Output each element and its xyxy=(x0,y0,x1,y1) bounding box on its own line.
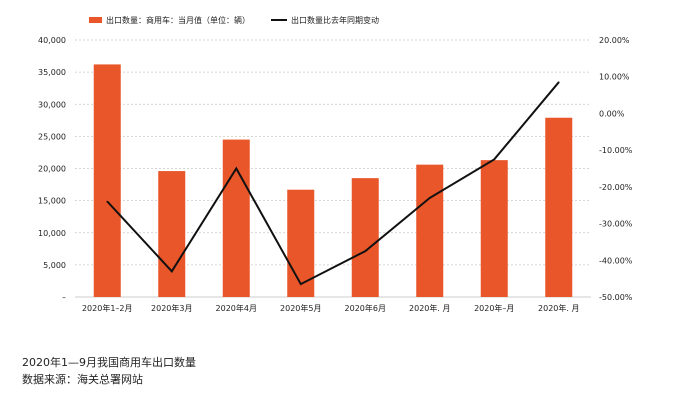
line-point xyxy=(170,270,173,273)
legend-line-label: 出口数量比去年同期变动 xyxy=(291,15,379,25)
legend: 出口数量：商用车：当月值（单位：辆） 出口数量比去年同期变动 xyxy=(89,15,379,25)
left-tick-label: 40,000 xyxy=(38,36,66,45)
chart: 出口数量：商用车：当月值（单位：辆） 出口数量比去年同期变动 – 5,000 10,… xyxy=(38,15,633,313)
right-tick-label: 10.00% xyxy=(599,73,630,82)
left-tick-label: – xyxy=(62,293,66,302)
x-tick-label: 2020年. 月 xyxy=(538,303,579,313)
bar xyxy=(416,164,444,297)
x-tick-label: 2020年–月 xyxy=(474,303,514,313)
left-tick-label: 25,000 xyxy=(38,132,66,141)
line-point xyxy=(428,197,431,199)
right-tick-label: -20.00% xyxy=(599,183,633,192)
chart-caption-source: 数据来源：海关总署网站 xyxy=(22,373,143,386)
bar xyxy=(158,171,186,297)
x-tick-label: 2020年4月 xyxy=(216,303,257,313)
line-point xyxy=(106,200,109,203)
x-tick-label: 2020年. 月 xyxy=(409,303,450,313)
line-series xyxy=(106,81,560,286)
left-tick-label: 20,000 xyxy=(38,165,66,174)
line-point xyxy=(364,250,367,252)
left-tick-label: 15,000 xyxy=(38,197,66,206)
bar xyxy=(93,64,121,297)
right-tick-label: -10.00% xyxy=(599,146,633,155)
left-tick-label: 5,000 xyxy=(43,261,66,270)
chart-caption-title: 2020年1—9月我国商用车出口数量 xyxy=(22,356,196,369)
right-tick-label: -50.00% xyxy=(599,293,633,302)
left-tick-label: 10,000 xyxy=(38,229,66,238)
x-tick-label: 2020年5月 xyxy=(280,303,321,313)
bar-series xyxy=(93,64,573,298)
line-path xyxy=(106,81,560,286)
legend-bar-label: 出口数量：商用车：当月值（单位：辆） xyxy=(106,15,250,25)
line-point xyxy=(299,283,302,285)
x-tick-label: 2020年1–2月 xyxy=(82,303,133,313)
line-point xyxy=(493,158,496,161)
left-tick-label: 30,000 xyxy=(38,100,66,109)
gridlines xyxy=(75,39,591,298)
right-axis: -50.00% -40.00% -30.00% -20.00% -10.00% 0.00%… xyxy=(599,36,633,302)
right-tick-label: 20.00% xyxy=(599,36,630,45)
x-tick-label: 2020年6月 xyxy=(345,303,386,313)
right-tick-label: 0.00% xyxy=(599,109,625,118)
x-tick-label: 2020年3月 xyxy=(151,303,192,313)
left-axis: – 5,000 10,000 15,000 20,000 25,000 30,000 35,0… xyxy=(38,36,66,302)
x-axis: 2020年1–2月 2020年3月 2020年4月 2020年5月 2020年6月 202… xyxy=(82,303,580,313)
bar xyxy=(480,160,508,297)
bar xyxy=(351,178,379,297)
legend-bar-swatch xyxy=(89,17,102,23)
line-point xyxy=(235,167,238,170)
right-tick-label: -40.00% xyxy=(599,256,633,265)
bar xyxy=(287,189,315,297)
bar xyxy=(545,117,573,298)
line-point xyxy=(557,81,560,84)
left-tick-label: 35,000 xyxy=(38,68,66,77)
bar xyxy=(222,139,250,297)
right-tick-label: -30.00% xyxy=(599,220,633,229)
